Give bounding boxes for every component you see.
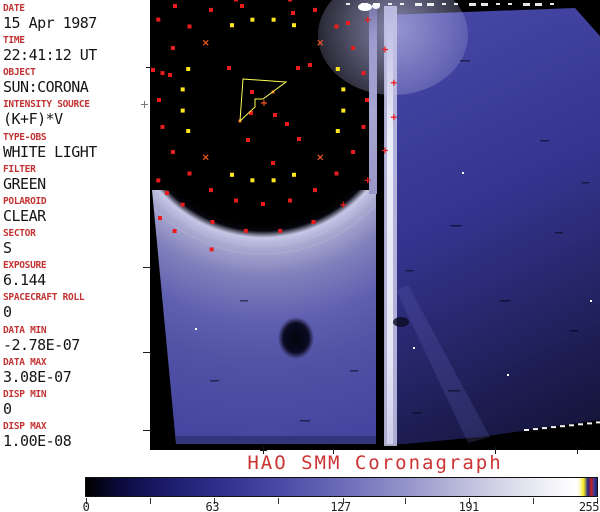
field-label: DATA MIN [3, 324, 47, 336]
field-spacecraft-roll: SPACECRAFT ROLL 0 [3, 292, 85, 322]
field-time: TIME 22:41:12 UT [3, 35, 97, 64]
field-value: 22:41:12 UT [3, 46, 97, 65]
axis-tick [143, 430, 151, 431]
colorbar-tick [597, 498, 598, 504]
field-value: 6.144 [3, 271, 46, 290]
intensity-colorbar [85, 477, 598, 497]
field-label: TIME [3, 35, 25, 47]
field-filter: FILTER GREEN [3, 164, 46, 193]
field-value: 0 [3, 303, 12, 322]
colorbar-tick [86, 498, 87, 504]
field-value: S [3, 239, 12, 258]
field-label: OBJECT [3, 67, 36, 79]
field-label: DISP MAX [3, 420, 47, 432]
field-label: SPACECRAFT ROLL [3, 292, 85, 304]
axis-tick [143, 352, 151, 353]
field-sector: SECTOR S [3, 228, 36, 257]
field-date: DATE 15 Apr 1987 [3, 3, 97, 32]
field-type-obs: TYPE-OBS WHITE LIGHT [3, 132, 97, 161]
field-value: 15 Apr 1987 [3, 14, 97, 32]
field-label: DISP MIN [3, 388, 47, 400]
field-label: SECTOR [3, 228, 36, 240]
colorbar-label: 127 [330, 500, 351, 512]
colorbar-tick [532, 498, 534, 504]
field-label: DATA MAX [3, 356, 47, 368]
field-disp-max: DISP MAX 1.00E-08 [3, 420, 72, 450]
field-value: SUN:CORONA [3, 78, 89, 97]
colorbar-label: 0 [82, 500, 90, 512]
colorbar-label: 63 [205, 500, 220, 512]
field-intensity-source: INTENSITY SOURCE (K+F)*V [3, 99, 90, 128]
field-value: 1.00E-08 [3, 431, 72, 450]
field-disp-min: DISP MIN 0 [3, 388, 47, 418]
field-label: DATE [3, 3, 25, 14]
field-value: WHITE LIGHT [3, 142, 97, 161]
field-label: EXPOSURE [3, 260, 47, 272]
colorbar-tick [404, 498, 406, 504]
colorbar-label: 255 [578, 500, 600, 512]
field-object: OBJECT SUN:CORONA [3, 67, 89, 97]
colorbar-tick [342, 498, 344, 504]
field-label: FILTER [3, 163, 36, 175]
field-polaroid: POLAROID CLEAR [3, 195, 47, 225]
axis-tick [143, 267, 151, 268]
colorbar-label: 191 [458, 500, 480, 512]
field-data-max: DATA MAX 3.08E-07 [3, 356, 72, 386]
fiducial-marks [151, 0, 397, 252]
field-label: POLAROID [3, 195, 47, 207]
colorbar-tick [214, 498, 216, 504]
field-value: 3.08E-07 [3, 367, 72, 386]
axis-tick [263, 447, 264, 454]
field-value: -2.78E-07 [3, 335, 80, 354]
axis-tick [495, 447, 496, 454]
axis-tick [333, 447, 334, 454]
field-exposure: EXPOSURE 6.144 [3, 260, 47, 290]
field-value: GREEN [3, 174, 46, 193]
colorbar-gradient [86, 478, 597, 496]
axis-tick [577, 447, 578, 454]
page-title: HAO SMM Coronagraph [247, 452, 503, 474]
field-label: TYPE-OBS [3, 131, 47, 143]
yellow-roi-polygon [239, 78, 288, 123]
field-value: (K+F)*V [3, 110, 63, 129]
colorbar-tick [278, 498, 280, 504]
colorbar-tick [468, 498, 470, 504]
metadata-sidebar: DATE 15 Apr 1987 TIME 22:41:12 UT OBJECT SUN:… [0, 0, 150, 450]
field-label: INTENSITY SOURCE [3, 99, 90, 111]
field-value: 0 [3, 399, 12, 418]
axis-tick [144, 101, 145, 108]
field-value: CLEAR [3, 206, 46, 225]
field-data-min: DATA MIN -2.78E-07 [3, 325, 80, 354]
coronagraph-image [150, 0, 600, 450]
colorbar-tick [150, 498, 152, 504]
axis-tick [146, 67, 151, 68]
